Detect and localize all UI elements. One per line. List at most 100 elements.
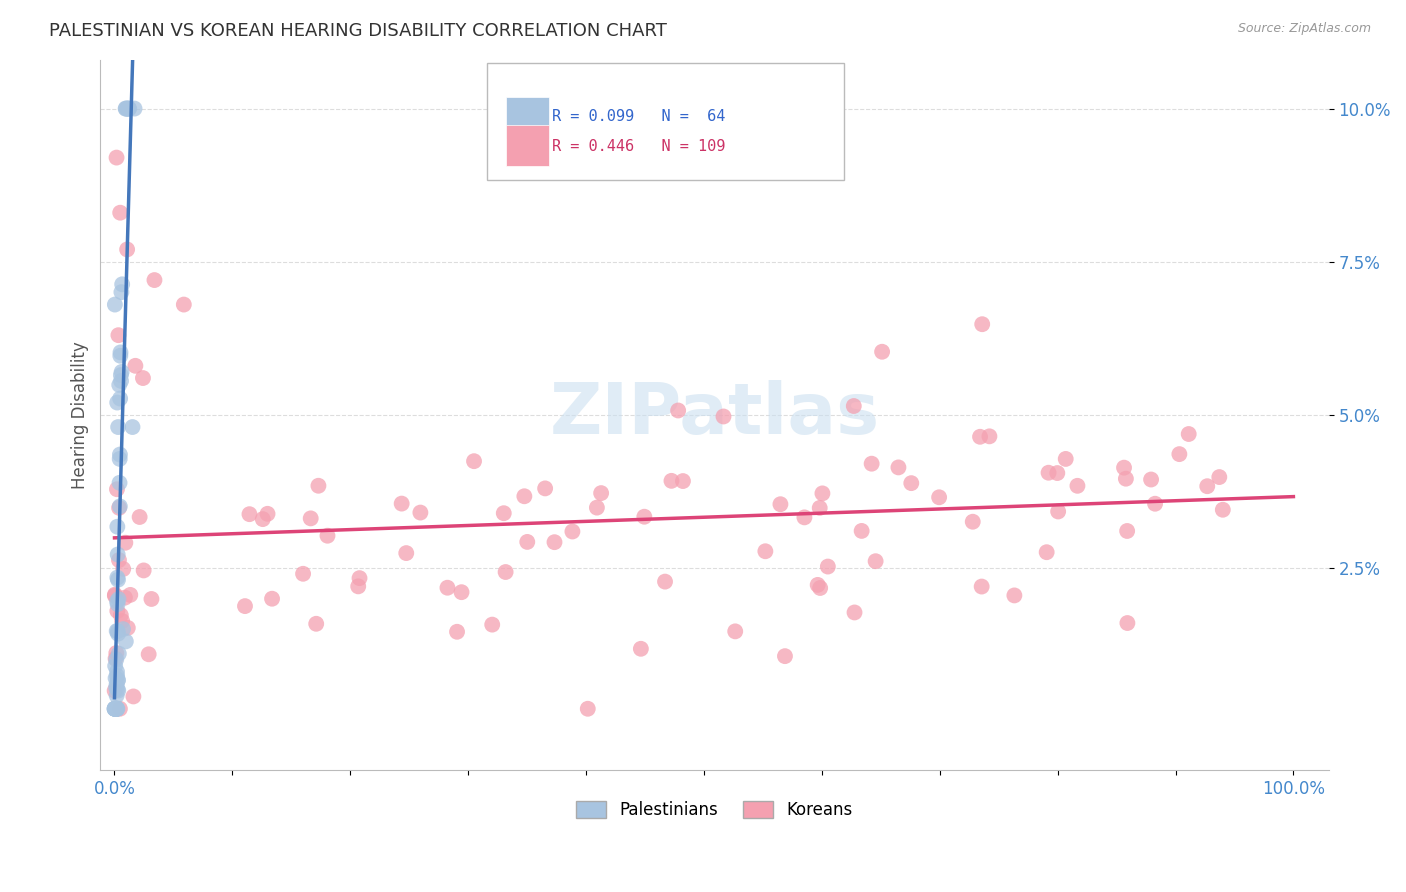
Point [1144, 497, 1167, 511]
Point [865, 554, 887, 568]
Point [105, 689, 128, 703]
Point [105, 702, 128, 716]
Point [233, 599, 256, 613]
Point [305, 616, 328, 631]
Point [969, 430, 991, 444]
Point [108, 205, 131, 219]
Point [117, 102, 139, 116]
Point [347, 579, 370, 593]
Legend: Palestinians, Koreans: Palestinians, Koreans [569, 794, 859, 826]
Point [104, 702, 127, 716]
Point [1046, 466, 1069, 480]
Point [842, 399, 865, 413]
Y-axis label: Hearing Disability: Hearing Disability [72, 341, 89, 489]
Point [104, 588, 127, 602]
Point [104, 702, 127, 716]
Point [143, 273, 166, 287]
Point [105, 702, 128, 716]
Point [138, 648, 160, 662]
Point [928, 490, 950, 504]
Point [972, 317, 994, 331]
Point [586, 500, 609, 515]
Point [495, 565, 517, 579]
Point [108, 702, 131, 716]
Point [107, 624, 129, 639]
Point [117, 621, 139, 635]
Point [808, 500, 831, 515]
Point [672, 474, 695, 488]
Point [807, 578, 830, 592]
Point [107, 683, 129, 698]
Point [110, 345, 132, 359]
Point [870, 344, 893, 359]
Point [1038, 466, 1060, 480]
Point [104, 589, 127, 603]
Point [630, 641, 652, 656]
Point [666, 403, 689, 417]
Point [108, 500, 131, 515]
Point [105, 571, 128, 585]
Point [754, 544, 776, 558]
Point [104, 702, 127, 716]
Point [110, 374, 132, 388]
Point [107, 682, 129, 697]
Point [513, 489, 536, 503]
Point [111, 277, 134, 292]
Point [132, 563, 155, 577]
Point [128, 510, 150, 524]
Point [1115, 472, 1137, 486]
Point [773, 649, 796, 664]
Point [395, 546, 418, 560]
Point [1197, 479, 1219, 493]
Point [1208, 470, 1230, 484]
Point [105, 624, 128, 638]
Point [450, 585, 472, 599]
Point [104, 702, 127, 716]
Point [108, 451, 131, 466]
Point [110, 285, 132, 300]
Point [121, 420, 143, 434]
Point [105, 669, 128, 683]
Point [105, 702, 128, 716]
Point [108, 392, 131, 406]
Point [108, 475, 131, 490]
Point [409, 506, 432, 520]
Point [970, 580, 993, 594]
Point [117, 102, 139, 116]
Point [391, 497, 413, 511]
Point [104, 297, 127, 311]
Point [141, 592, 163, 607]
Point [120, 588, 142, 602]
Point [1212, 502, 1234, 516]
Point [114, 102, 136, 116]
Point [811, 486, 834, 500]
Point [793, 510, 815, 524]
Point [107, 597, 129, 611]
Point [108, 448, 131, 462]
Point [107, 328, 129, 343]
Point [979, 429, 1001, 443]
Point [481, 617, 503, 632]
Point [107, 420, 129, 434]
Point [349, 571, 371, 585]
Point [105, 678, 128, 692]
Point [105, 151, 128, 165]
Point [316, 529, 339, 543]
Point [808, 581, 831, 595]
Point [633, 509, 655, 524]
Point [114, 535, 136, 549]
Point [1054, 451, 1077, 466]
Point [252, 512, 274, 526]
Point [111, 365, 134, 379]
Point [962, 515, 984, 529]
Point [104, 659, 127, 673]
Point [1112, 460, 1135, 475]
Point [307, 479, 329, 493]
Point [105, 665, 128, 679]
Point [1116, 524, 1139, 538]
Point [1035, 545, 1057, 559]
Point [114, 591, 136, 605]
Point [103, 702, 125, 716]
Point [112, 562, 135, 576]
Point [104, 671, 127, 685]
